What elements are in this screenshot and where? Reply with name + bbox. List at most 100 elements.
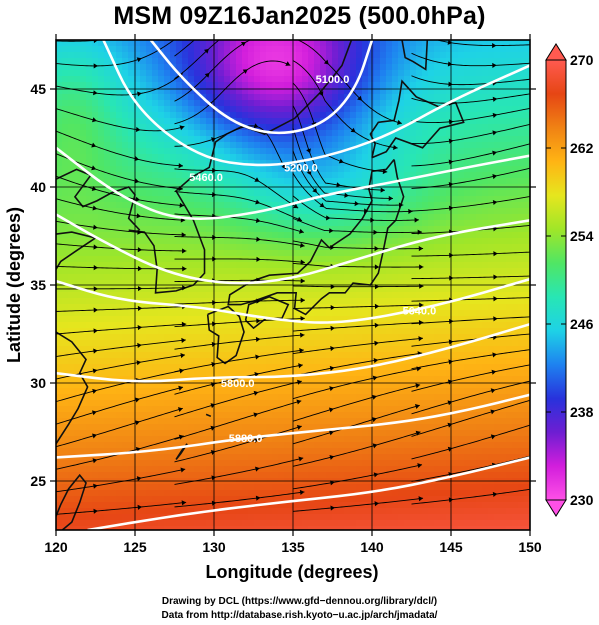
- streamline: [292, 321, 424, 332]
- wind-arrowhead: [330, 305, 336, 311]
- streamline: [292, 337, 423, 355]
- wind-arrowhead: [92, 388, 98, 394]
- streamline: [174, 213, 304, 233]
- contour-label: 5800.0: [221, 378, 255, 390]
- wind-arrowhead: [448, 339, 454, 345]
- wind-arrowhead: [180, 467, 186, 473]
- streamline: [411, 107, 530, 124]
- wind-arrowhead: [330, 345, 335, 352]
- wind-arrowhead: [491, 369, 497, 375]
- wind-arrowhead: [419, 264, 424, 270]
- wind-arrowhead: [211, 341, 217, 347]
- wind-arrowhead: [136, 360, 142, 366]
- wind-arrowhead: [380, 187, 385, 193]
- wind-arrowhead: [319, 202, 325, 208]
- wind-arrowhead: [256, 236, 261, 242]
- streamline: [56, 407, 183, 448]
- streamline: [292, 304, 424, 309]
- streamline: [411, 52, 530, 67]
- x-tick-label: 150: [518, 539, 542, 555]
- streamline: [411, 297, 530, 302]
- streamline: [411, 167, 530, 189]
- streamline: [174, 457, 304, 485]
- wind-arrowhead: [137, 229, 142, 235]
- streamline: [292, 464, 423, 490]
- taiwan-coast: [56, 473, 87, 530]
- wind-arrowhead: [374, 322, 380, 328]
- wind-arrowhead: [330, 480, 335, 486]
- streamline: [411, 251, 530, 257]
- wind-arrowhead: [372, 443, 378, 449]
- streamline: [174, 125, 287, 170]
- wind-arrowhead: [179, 125, 185, 131]
- streamline: [411, 123, 530, 145]
- streamline: [174, 349, 304, 373]
- wind-arrowhead: [447, 446, 453, 452]
- wind-arrowhead: [135, 126, 141, 133]
- streamline: [56, 130, 184, 167]
- wind-arrowhead: [212, 234, 217, 240]
- wind-arrowhead: [256, 256, 261, 262]
- streamline: [56, 306, 187, 312]
- streamline: [411, 488, 530, 505]
- wind-arrowhead: [418, 320, 424, 326]
- credit-data: Data from http://database.rish.kyoto−u.a…: [161, 610, 438, 621]
- wind-arrowhead: [298, 228, 304, 234]
- wind-arrowhead: [134, 420, 140, 426]
- wind-arrowhead: [211, 500, 217, 506]
- wind-arrowhead: [330, 325, 335, 331]
- x-tick-label: 135: [281, 539, 305, 555]
- wind-arrowhead: [92, 433, 97, 439]
- wind-arrowhead: [137, 247, 143, 253]
- wind-arrowhead: [293, 203, 299, 209]
- wind-arrowhead: [92, 117, 97, 123]
- wind-arrowhead: [329, 430, 334, 436]
- china-east-coast: [56, 331, 89, 445]
- wind-arrowhead: [254, 177, 260, 182]
- wind-arrowhead: [419, 302, 424, 308]
- wind-arrowhead: [492, 96, 498, 102]
- wind-arrowhead: [178, 385, 184, 391]
- x-tick-label: 125: [123, 539, 147, 555]
- streamline: [56, 40, 175, 67]
- streamline: [435, 40, 530, 47]
- wind-arrowhead: [493, 251, 498, 257]
- wind-arrowhead: [298, 363, 303, 369]
- wind-arrowhead: [447, 400, 453, 406]
- streamline: [292, 82, 388, 173]
- streamline: [292, 367, 422, 400]
- wind-arrowhead: [493, 274, 498, 280]
- wind-arrowhead: [134, 397, 140, 403]
- wind-arrowhead: [448, 205, 454, 211]
- wind-arrowhead: [330, 284, 336, 290]
- streamline: [174, 425, 302, 463]
- wind-arrowhead: [417, 463, 423, 469]
- contour-labels: 5100.0 5200.0 5460.0 5640.0 5800.0 5880.0: [189, 74, 436, 445]
- streamline: [292, 262, 424, 268]
- wind-arrowhead: [299, 348, 304, 354]
- wind-arrowhead: [136, 213, 142, 219]
- wind-arrowhead: [253, 123, 259, 129]
- wind-arrowhead: [93, 328, 98, 334]
- wind-arrowhead: [177, 407, 183, 413]
- wind-arrowhead: [255, 217, 261, 223]
- wind-arrowhead: [203, 48, 209, 54]
- wind-arrowhead: [354, 200, 360, 207]
- wind-arrowhead: [253, 390, 259, 396]
- height-contour: [102, 40, 530, 167]
- y-tick-label: 45: [30, 81, 46, 97]
- wind-arrowhead: [448, 497, 454, 503]
- streamline: [292, 431, 421, 467]
- height-contour: [149, 40, 374, 135]
- wind-arrowhead: [373, 229, 378, 235]
- streamline: [56, 468, 186, 493]
- wind-arrowhead: [297, 216, 302, 222]
- wind-arrowhead: [256, 318, 261, 324]
- streamline: [56, 323, 187, 335]
- wind-arrowhead: [388, 195, 394, 201]
- wind-arrowhead: [418, 496, 424, 502]
- y-tick-label: 35: [30, 277, 46, 293]
- wind-arrowhead: [91, 165, 97, 171]
- wind-arrowhead: [300, 278, 305, 284]
- wind-arrowhead: [91, 142, 97, 148]
